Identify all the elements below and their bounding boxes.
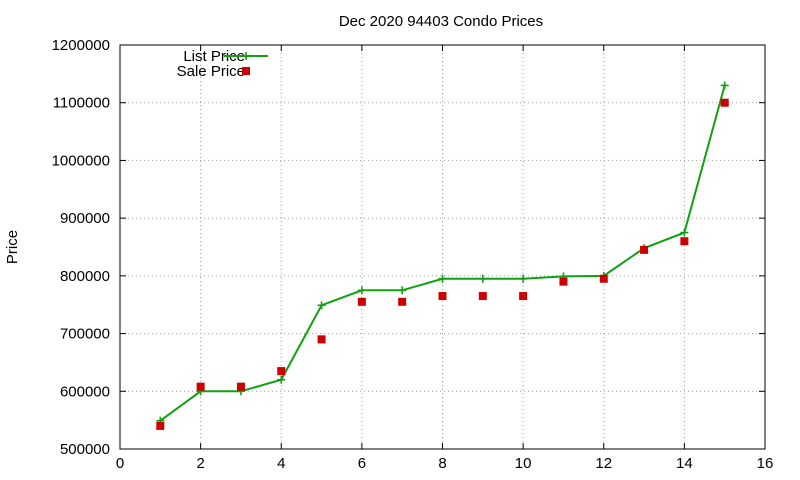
x-tick-label: 0: [116, 455, 124, 472]
list-price-point: [357, 286, 366, 295]
sale-price-point: [519, 292, 528, 301]
legend-label: Sale Price: [177, 63, 245, 80]
y-tick-label: 1000000: [52, 152, 110, 169]
grid: [120, 45, 765, 449]
series-layer: [156, 81, 729, 430]
series-sale-price: [156, 98, 729, 430]
sale-price-point: [599, 274, 608, 283]
sale-price-point: [640, 245, 649, 254]
list-price-point: [438, 274, 447, 283]
x-tick-label: 2: [196, 455, 204, 472]
sale-price-point: [398, 297, 407, 306]
list-price-point: [519, 274, 528, 283]
legend-square-swatch: [242, 67, 250, 75]
x-tick-label: 16: [757, 455, 774, 472]
sale-price-point: [680, 237, 689, 246]
x-tick-label: 6: [358, 455, 366, 472]
sale-price-point: [559, 277, 568, 286]
list-price-point: [680, 228, 689, 237]
sale-price-point: [438, 292, 447, 301]
y-axis-label: Price: [4, 230, 21, 264]
x-tick-label: 4: [277, 455, 285, 472]
legend-label: List Price: [183, 48, 245, 65]
sale-price-point: [317, 335, 326, 344]
sale-price-point: [277, 367, 286, 376]
legend-plus-swatch: [242, 52, 250, 60]
sale-price-point: [357, 297, 366, 306]
sale-price-point: [720, 98, 729, 107]
y-tick-label: 900000: [60, 210, 110, 227]
list-price-point: [398, 286, 407, 295]
list-price-point: [277, 375, 286, 384]
ticks: 0 2 4 6 8 10 12 14 16 500000 600000 700000 800000 900…: [52, 37, 774, 472]
x-tick-label: 12: [595, 455, 612, 472]
sale-price-point: [478, 292, 487, 301]
y-tick-label: 1200000: [52, 37, 110, 54]
y-tick-label: 600000: [60, 383, 110, 400]
list-price-point: [720, 81, 729, 90]
sale-price-point: [156, 421, 165, 430]
list-price-point: [317, 301, 326, 310]
sale-price-point: [236, 382, 245, 391]
y-tick-label: 800000: [60, 268, 110, 285]
y-tick-label: 500000: [60, 441, 110, 458]
sale-price-point: [196, 382, 205, 391]
chart-title: Dec 2020 94403 Condo Prices: [339, 13, 543, 30]
y-tick-label: 1100000: [53, 95, 110, 112]
x-tick-label: 8: [438, 455, 446, 472]
list-price-point: [478, 274, 487, 283]
y-tick-label: 700000: [60, 326, 110, 343]
x-tick-label: 10: [515, 455, 532, 472]
x-tick-label: 14: [676, 455, 693, 472]
